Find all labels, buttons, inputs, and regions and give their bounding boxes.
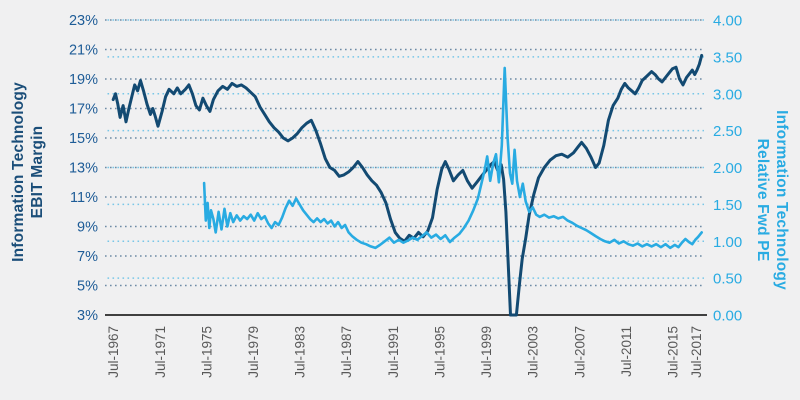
right-tick-label: 1.00	[713, 234, 742, 251]
left-tick-label: 13%	[69, 161, 98, 177]
right-tick-label: 2.50	[713, 123, 742, 140]
x-tick-label: Jul-1975	[199, 326, 214, 378]
right-tick-label: 3.00	[713, 86, 742, 103]
x-tick-label: Jul-1987	[339, 326, 354, 378]
left-tick-label: 11%	[70, 190, 98, 206]
left-tick-label: 7%	[77, 249, 98, 265]
left-axis-title-line2: EBIT Margin	[29, 125, 46, 219]
right-axis-title-line1: Information Technology	[773, 110, 790, 290]
right-tick-label: 1.50	[713, 197, 742, 214]
left-tick-label: 23%	[69, 13, 98, 29]
x-tick-label: Jul-1991	[386, 326, 401, 378]
relative-fwd-pe-line	[202, 66, 704, 250]
right-tick-label: 0.50	[713, 271, 742, 288]
left-tick-label: 3%	[77, 308, 98, 324]
ebit-margin-line	[111, 53, 704, 317]
right-tick-label: 3.50	[713, 49, 742, 66]
left-tick-label: 15%	[69, 131, 98, 147]
x-tick-label: Jul-1967	[106, 326, 121, 378]
x-tick-label: Jul-2015	[666, 326, 681, 378]
left-tick-label: 5%	[77, 279, 98, 295]
x-tick-label: Jul-2011	[619, 326, 634, 377]
x-tick-label: Jul-1979	[246, 326, 261, 378]
left-axis-title-line1: Information Technology	[10, 82, 27, 262]
left-tick-label: 17%	[69, 102, 98, 118]
right-axis-title-line2: Relative Fwd PE	[754, 138, 771, 262]
left-tick-label: 21%	[69, 43, 98, 59]
right-tick-label: 0.00	[713, 308, 742, 325]
right-tick-label: 4.00	[713, 13, 742, 30]
right-axis-title: Information Technology Relative Fwd PE	[753, 110, 791, 290]
left-tick-label: 9%	[77, 220, 98, 236]
left-axis-title: Information Technology EBIT Margin	[9, 82, 47, 262]
left-tick-label: 19%	[69, 72, 98, 88]
x-tick-label: Jul-1971	[153, 326, 168, 378]
x-tick-label: Jul-2007	[572, 326, 587, 378]
x-tick-label: Jul-1983	[293, 326, 308, 378]
right-tick-label: 2.00	[713, 160, 742, 177]
x-tick-label: Jul-1995	[432, 326, 447, 378]
x-tick-label: Jul-2017	[689, 326, 704, 378]
x-tick-label: Jul-1999	[479, 326, 494, 378]
x-tick-label: Jul-2003	[526, 326, 541, 378]
